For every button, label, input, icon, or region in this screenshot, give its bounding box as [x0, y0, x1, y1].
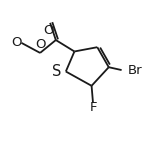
Text: O: O: [43, 24, 54, 37]
Text: F: F: [89, 101, 97, 114]
Text: O: O: [12, 36, 22, 49]
Text: S: S: [52, 64, 62, 79]
Text: O: O: [35, 38, 45, 51]
Text: Br: Br: [127, 64, 142, 77]
